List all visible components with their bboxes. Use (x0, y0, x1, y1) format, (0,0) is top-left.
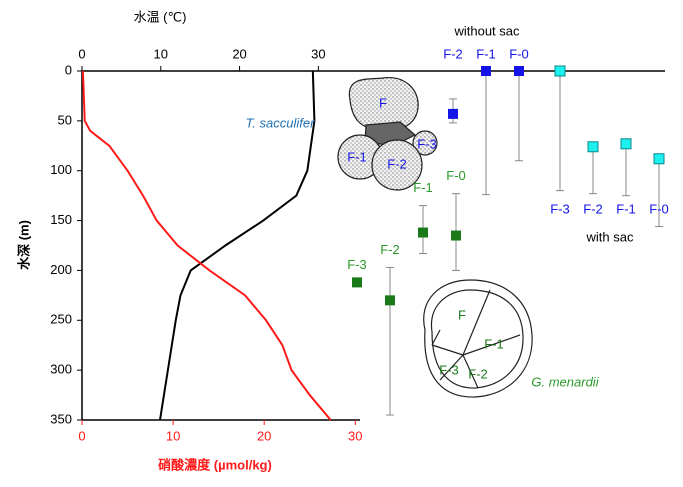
chamber-label: F-2 (380, 242, 400, 257)
point (451, 231, 461, 241)
chamber-label: F-1 (476, 46, 496, 61)
chamber-label: F-0 (509, 46, 529, 61)
point (352, 277, 362, 287)
y-tick-label: 50 (58, 112, 72, 127)
x2-tick-label: 20 (232, 46, 246, 61)
group-label: without sac (453, 23, 520, 38)
y-tick-label: 200 (50, 262, 72, 277)
x-tick-label: 30 (348, 428, 362, 443)
group-label: with sac (586, 229, 634, 244)
species-label: G. menardii (531, 374, 599, 389)
chamber-label: F-0 (446, 168, 466, 183)
chamber-name: F-1 (347, 149, 367, 164)
point (621, 139, 631, 149)
chart: 05010015020025030035001020300102030水温 (℃… (0, 0, 683, 482)
species-label: T. sacculifer (246, 115, 316, 130)
point (588, 142, 598, 152)
chamber-name: F (379, 95, 387, 110)
x2-tick-label: 10 (154, 46, 168, 61)
y-tick-label: 350 (50, 411, 72, 426)
y-tick-label: 0 (65, 62, 72, 77)
point (654, 154, 664, 164)
y-tick-label: 250 (50, 312, 72, 327)
chamber-label: F-0 (649, 201, 669, 216)
chamber-label: F-1 (413, 180, 433, 195)
point (385, 295, 395, 305)
y-tick-label: 100 (50, 162, 72, 177)
point (418, 228, 428, 238)
x-tick-label: 0 (78, 428, 85, 443)
chamber-name: F-2 (387, 156, 407, 171)
x-tick-label: 20 (257, 428, 271, 443)
chamber-label: F-2 (443, 46, 463, 61)
chamber-label: F-3 (347, 257, 367, 272)
y-tick-label: 150 (50, 212, 72, 227)
point (514, 66, 524, 76)
point (448, 109, 458, 119)
point (481, 66, 491, 76)
chamber-name: F-2 (468, 366, 488, 381)
x2-tick-label: 0 (78, 46, 85, 61)
y-axis-label: 水深 (m) (16, 220, 31, 270)
sacculifer-shell (338, 78, 437, 190)
y-tick-label: 300 (50, 362, 72, 377)
x-axis-label: 硝酸濃度 (µmol/kg) (158, 457, 272, 472)
chamber-label: F-1 (616, 201, 636, 216)
point (555, 66, 565, 76)
chamber-name: F (458, 307, 466, 322)
x2-axis-label: 水温 (℃) (134, 9, 187, 24)
chamber-name: F-3 (439, 362, 459, 377)
chamber-label: F-3 (550, 201, 570, 216)
chamber-label: F-2 (583, 201, 603, 216)
chamber-name: F-3 (417, 136, 437, 151)
x2-tick-label: 30 (311, 46, 325, 61)
chamber-name: F-1 (484, 336, 504, 351)
x-tick-label: 10 (166, 428, 180, 443)
